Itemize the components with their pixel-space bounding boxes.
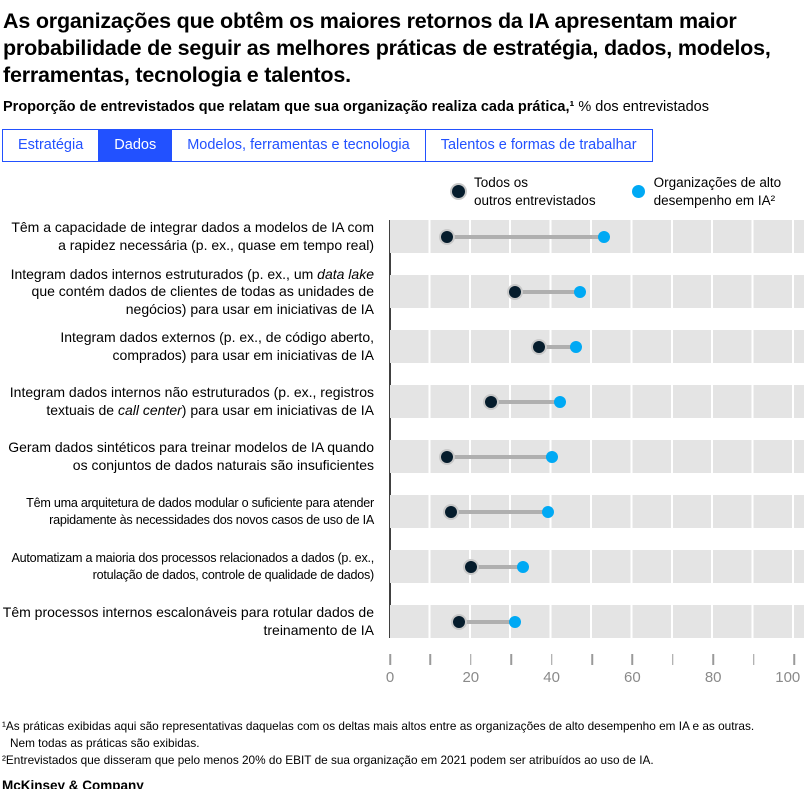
connector-line: [539, 344, 576, 349]
dot-high-performers: [569, 340, 582, 353]
chart-legend: Todos os outros entrevistados Organizações…: [452, 174, 804, 209]
footnotes: ¹As práticas exibidas aqui são represent…: [2, 718, 804, 768]
row-track: [390, 440, 804, 474]
chart-subtitle: Proporção de entrevistados que relatam q…: [3, 98, 804, 116]
legend-label-high-performers: Organizações de alto desempenho em IA²: [653, 175, 782, 208]
dot-others: [533, 340, 546, 353]
connector-line: [491, 399, 560, 404]
row-track: [390, 220, 804, 254]
axis-tick: [793, 654, 795, 666]
row-track: [390, 550, 804, 584]
row-track: [390, 330, 804, 364]
row-label: Têm a capacidade de integrar dados a mod…: [0, 219, 382, 253]
chart-row: Têm uma arquitetura de dados modular o s…: [0, 495, 804, 529]
row-label-text: Têm processos internos escalonáveis para…: [2, 604, 374, 638]
page-title: As organizações que obtêm os maiores ret…: [3, 9, 771, 88]
tab-estrategia[interactable]: Estratégia: [2, 129, 100, 163]
chart-row: Têm a capacidade de integrar dados a mod…: [0, 219, 804, 254]
axis-tick: [429, 654, 432, 666]
row-track: [390, 605, 804, 639]
axis-tick-label: 40: [543, 669, 560, 687]
footnote-1: ¹As práticas exibidas aqui são represent…: [2, 719, 755, 734]
connector-line: [515, 289, 580, 294]
row-label: Têm processos internos escalonáveis para…: [0, 604, 382, 638]
dumbbell-chart: Têm a capacidade de integrar dados a mod…: [0, 219, 804, 639]
connector-line: [458, 619, 516, 624]
dot-others: [464, 560, 477, 573]
dot-others: [440, 450, 453, 463]
row-label-text: Têm uma arquitetura de dados modular o s…: [26, 496, 374, 527]
axis-tick: [752, 654, 755, 666]
axis-tick: [389, 654, 391, 666]
connector-line: [446, 454, 552, 459]
row-label: Integram dados internos estruturados (p.…: [0, 266, 382, 317]
legend-item-others: Todos os outros entrevistados: [452, 174, 596, 209]
dot-others: [485, 395, 497, 408]
connector-line: [470, 564, 524, 569]
axis-tick: [631, 654, 634, 666]
axis-tick: [550, 654, 553, 666]
row-label: Integram dados externos (p. ex., de códi…: [0, 329, 382, 363]
chart-row: Integram dados internos não estruturados…: [0, 384, 804, 419]
footnote-1-continued: Nem todas as práticas são exibidas.: [10, 736, 200, 751]
row-label-text: Automatizam a maioria dos processos rela…: [11, 551, 375, 582]
row-label: Integram dados internos não estruturados…: [0, 384, 382, 418]
axis-tick-label: 60: [624, 669, 641, 687]
tab-talentos-formas-trabalhar[interactable]: Talentos e formas de trabalhar: [424, 129, 653, 163]
dot-high-performers: [541, 505, 554, 518]
axis-tick: [712, 654, 714, 666]
dot-others: [440, 230, 453, 243]
dot-high-performers: [573, 285, 586, 298]
dot-high-performers: [553, 395, 566, 408]
connector-line: [446, 234, 605, 239]
dot-high-performers: [517, 560, 530, 573]
chart-row: Têm processos internos escalonáveis para…: [0, 604, 804, 639]
chart-row: Integram dados internos estruturados (p.…: [0, 266, 804, 317]
row-label-text: Têm a capacidade de integrar dados a mod…: [11, 219, 374, 253]
chart-row: Automatizam a maioria dos processos rela…: [0, 550, 804, 584]
row-label: Automatizam a maioria dos processos rela…: [0, 550, 382, 583]
row-label-text: Geram dados sintéticos para treinar mode…: [8, 439, 374, 473]
tab-modelos-ferramentas-tecnologia[interactable]: Modelos, ferramentas e tecnologia: [171, 129, 426, 163]
row-label: Geram dados sintéticos para treinar mode…: [0, 439, 382, 473]
chart-row: Integram dados externos (p. ex., de códi…: [0, 329, 804, 364]
row-track: [390, 385, 804, 419]
axis-tick: [470, 654, 472, 666]
row-label-text: Integram dados internos não estruturados…: [9, 384, 374, 418]
axis-tick-label: 20: [462, 669, 480, 687]
legend-label-others: Todos os outros entrevistados: [474, 175, 596, 208]
others-legend-dot: [452, 185, 465, 199]
axis-tick: [591, 654, 593, 666]
row-track: [390, 275, 804, 309]
axis-tick-label: 0: [385, 669, 395, 687]
axis-tick: [510, 654, 512, 666]
dot-high-performers: [598, 230, 611, 243]
footnote-2: ²Entrevistados que disseram que pelo men…: [2, 752, 654, 767]
dot-others: [452, 615, 465, 628]
dot-others: [444, 505, 457, 518]
brand-footer: McKinsey & Company: [2, 777, 144, 789]
axis-tick-label: 80: [704, 669, 722, 687]
legend-item-high-performers: Organizações de alto desempenho em IA²: [631, 174, 782, 209]
row-track: [390, 495, 804, 529]
chart-row: Geram dados sintéticos para treinar mode…: [0, 439, 804, 474]
axis-tick-label: 100: [775, 669, 801, 687]
high-performers-legend-dot: [631, 185, 645, 199]
x-axis: 0 20 40 60 80 100: [0, 654, 804, 688]
row-label: Têm uma arquitetura de dados modular o s…: [0, 495, 382, 528]
tab-dados[interactable]: Dados: [98, 129, 173, 163]
dot-others: [509, 285, 522, 298]
subtitle-unit: % dos entrevistados: [574, 99, 709, 116]
subtitle-bold: Proporção de entrevistados que relatam q…: [3, 99, 575, 116]
row-label-text: Integram dados externos (p. ex., de códi…: [60, 329, 374, 363]
axis-tick: [672, 654, 674, 666]
dot-high-performers: [509, 615, 522, 628]
tab-bar: Estratégia Dados Modelos, ferramentas e te…: [2, 129, 804, 163]
dot-high-performers: [545, 450, 558, 463]
connector-line: [450, 509, 548, 514]
row-label-text: Integram dados internos estruturados (p.…: [10, 265, 374, 317]
